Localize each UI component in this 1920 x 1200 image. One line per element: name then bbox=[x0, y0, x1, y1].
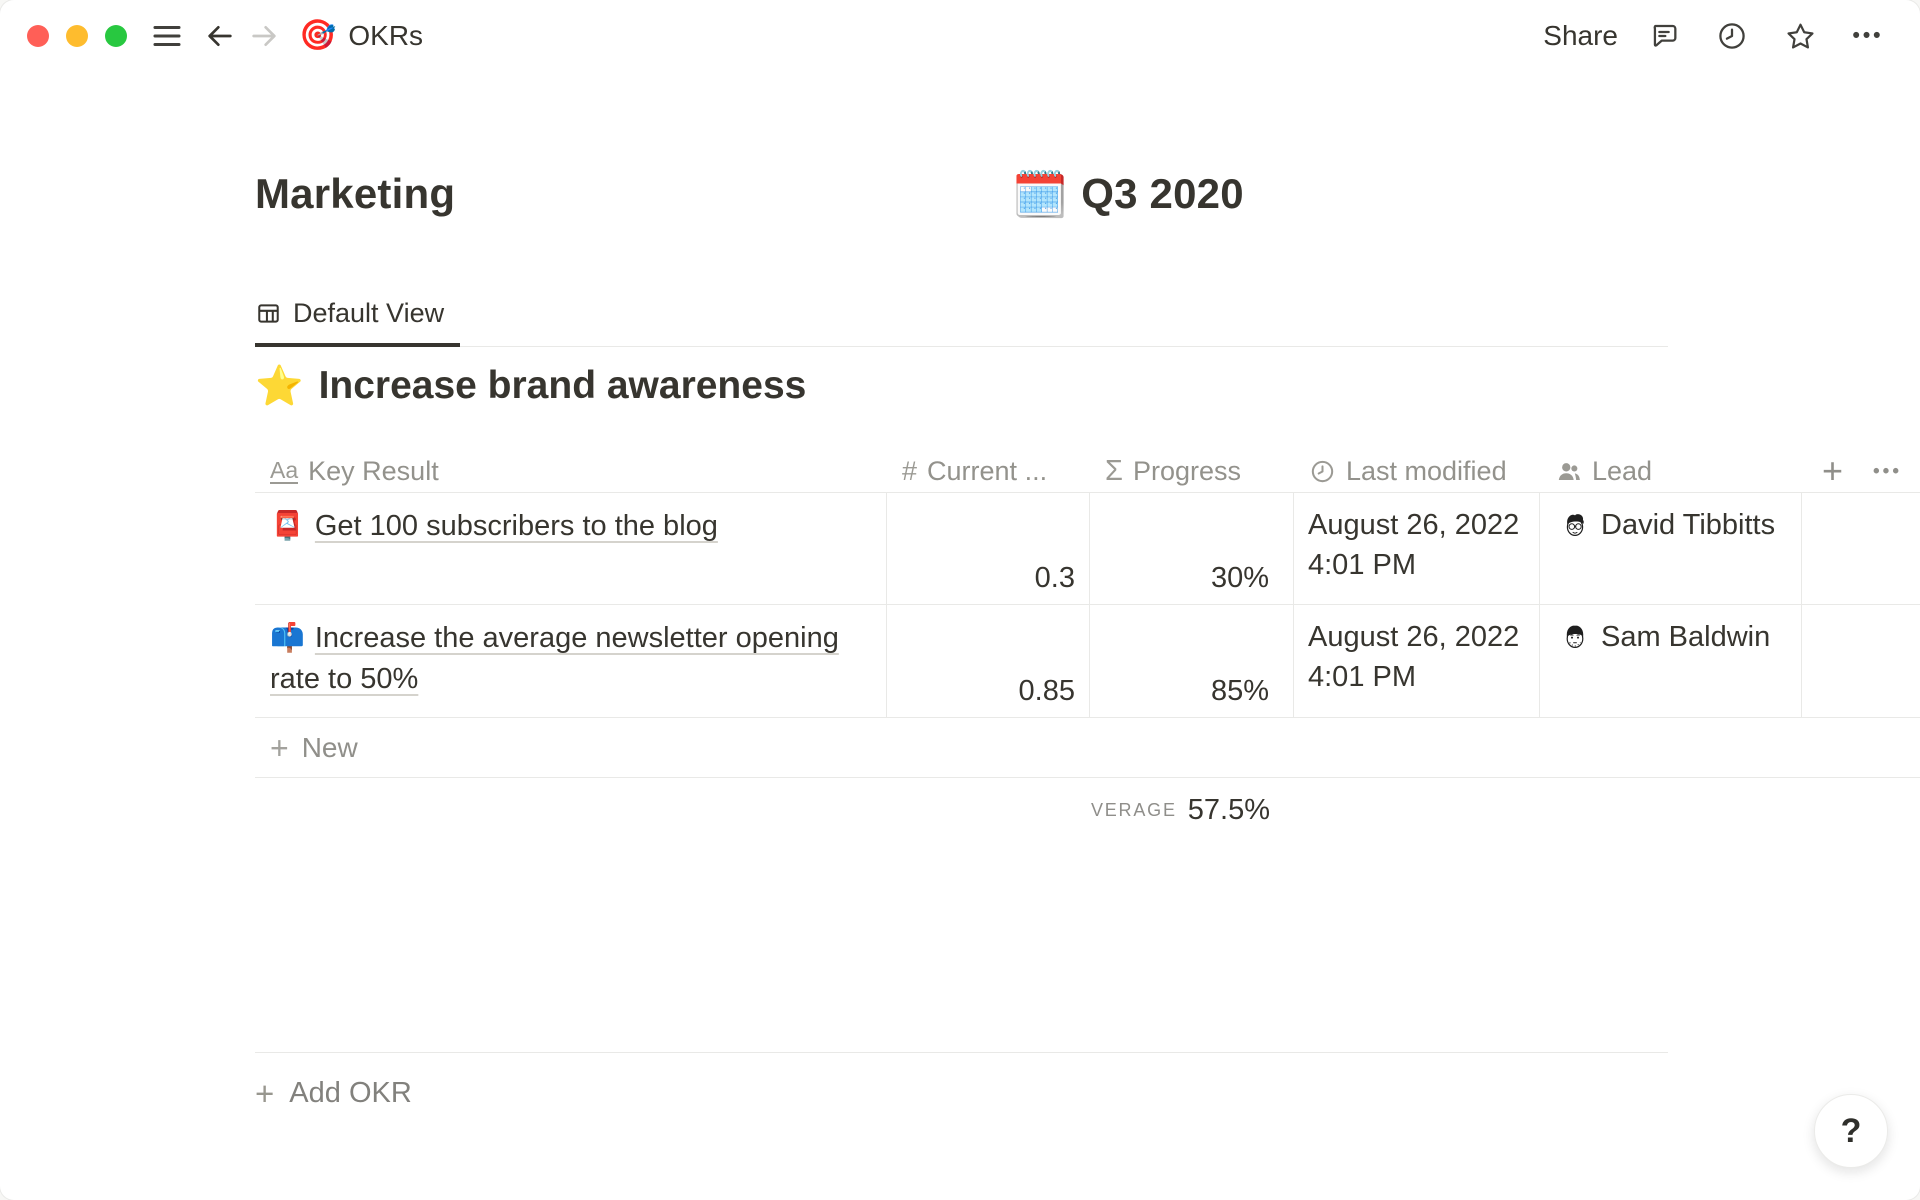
key-result-cell[interactable]: 📫 Increase the average newsletter opening… bbox=[255, 605, 887, 718]
ellipsis-icon: ••• bbox=[1852, 24, 1884, 47]
key-result-link[interactable]: Increase the average newsletter opening … bbox=[270, 622, 839, 695]
empty-cell[interactable] bbox=[1802, 605, 1920, 718]
star-icon bbox=[1784, 20, 1817, 53]
modified-time: 4:01 PM bbox=[1308, 549, 1416, 581]
tab-default-view[interactable]: Default View bbox=[255, 283, 461, 347]
column-label: Last modified bbox=[1346, 455, 1507, 486]
plus-icon: + bbox=[255, 1075, 275, 1112]
text-property-icon: Aa bbox=[270, 456, 299, 485]
table-header-actions: + ••• bbox=[1802, 450, 1920, 493]
lead-cell[interactable]: David Tibbitts bbox=[1540, 493, 1802, 605]
last-modified-cell[interactable]: August 26, 2022 4:01 PM bbox=[1294, 493, 1540, 605]
help-button[interactable]: ? bbox=[1814, 1094, 1888, 1168]
breadcrumb-page-title[interactable]: OKRs bbox=[348, 20, 424, 51]
sidebar-menu-button[interactable] bbox=[145, 14, 189, 58]
favorite-button[interactable] bbox=[1778, 14, 1822, 58]
objective-title-text: Increase brand awareness bbox=[318, 364, 807, 407]
view-tab-bar: Default View bbox=[255, 283, 1668, 347]
page-emoji-dart: 🎯 bbox=[299, 19, 337, 52]
back-arrow-icon bbox=[203, 20, 235, 52]
person-icon bbox=[1555, 458, 1582, 485]
column-header-lead[interactable]: Lead bbox=[1540, 450, 1802, 493]
column-header-current[interactable]: # Current ... bbox=[887, 450, 1090, 493]
more-options-button[interactable]: ••• bbox=[1846, 14, 1890, 58]
table-view-icon bbox=[255, 300, 282, 327]
close-window-button[interactable] bbox=[27, 25, 49, 47]
plus-icon: + bbox=[270, 729, 289, 766]
hamburger-menu-icon bbox=[150, 19, 184, 53]
clock-icon bbox=[1716, 20, 1748, 52]
modified-date: August 26, 2022 bbox=[1308, 509, 1520, 541]
objective-heading[interactable]: ⭐ Increase brand awareness bbox=[255, 364, 806, 408]
column-header-key-result[interactable]: Aa Key Result bbox=[255, 450, 887, 493]
page-title-quarter[interactable]: 🗓️ Q3 2020 bbox=[1012, 170, 1244, 218]
modified-time: 4:01 PM bbox=[1308, 661, 1416, 693]
postbox-emoji: 📮 bbox=[270, 510, 305, 541]
progress-average-aggregation[interactable]: VERAGE 57.5% bbox=[1090, 778, 1294, 842]
new-row-label: New bbox=[301, 731, 358, 763]
tab-bar-divider bbox=[255, 346, 1668, 347]
current-value-cell[interactable]: 0.3 bbox=[887, 493, 1090, 605]
new-row-button[interactable]: + New bbox=[255, 718, 1920, 778]
forward-button[interactable] bbox=[243, 14, 287, 58]
lead-cell[interactable]: Sam Baldwin bbox=[1540, 605, 1802, 718]
calendar-emoji: 🗓️ bbox=[1012, 168, 1069, 220]
add-okr-label: Add OKR bbox=[289, 1077, 412, 1109]
empty-cell[interactable] bbox=[1802, 493, 1920, 605]
lead-name: Sam Baldwin bbox=[1601, 621, 1771, 653]
updates-button[interactable] bbox=[1710, 14, 1754, 58]
last-modified-cell[interactable]: August 26, 2022 4:01 PM bbox=[1294, 605, 1540, 718]
number-property-icon: # bbox=[902, 455, 918, 486]
key-result-link[interactable]: Get 100 subscribers to the blog bbox=[314, 510, 718, 542]
column-label: Current ... bbox=[927, 455, 1048, 486]
modified-date: August 26, 2022 bbox=[1308, 621, 1520, 653]
page-title-marketing[interactable]: Marketing bbox=[255, 170, 456, 217]
table-more-button[interactable]: ••• bbox=[1873, 460, 1902, 482]
back-button[interactable] bbox=[197, 14, 241, 58]
column-header-progress[interactable]: Σ Progress bbox=[1090, 450, 1294, 493]
question-mark-icon: ? bbox=[1840, 1111, 1862, 1150]
aggregation-label: VERAGE bbox=[1090, 799, 1177, 820]
aggregation-value: 57.5% bbox=[1187, 793, 1270, 826]
mailbox-emoji: 📫 bbox=[270, 622, 305, 653]
comments-button[interactable] bbox=[1642, 14, 1686, 58]
comment-icon bbox=[1648, 20, 1680, 52]
window-controls bbox=[27, 25, 127, 47]
column-label: Key Result bbox=[308, 455, 439, 486]
current-value-cell[interactable]: 0.85 bbox=[887, 605, 1090, 718]
zoom-window-button[interactable] bbox=[105, 25, 127, 47]
column-label: Progress bbox=[1132, 455, 1241, 486]
column-header-last-modified[interactable]: Last modified bbox=[1294, 450, 1540, 493]
avatar bbox=[1561, 623, 1589, 651]
lead-name: David Tibbitts bbox=[1601, 509, 1776, 541]
share-button[interactable]: Share bbox=[1543, 20, 1618, 51]
titlebar: 🎯 OKRs Share ••• bbox=[0, 0, 1920, 72]
key-result-cell[interactable]: 📮 Get 100 subscribers to the blog bbox=[255, 493, 887, 605]
add-column-button[interactable]: + bbox=[1822, 450, 1844, 491]
okr-table: Aa Key Result # Current ... Σ Progress L… bbox=[255, 450, 1920, 842]
add-okr-button[interactable]: + Add OKR bbox=[255, 1052, 1668, 1110]
quarter-title-text: Q3 2020 bbox=[1081, 170, 1244, 217]
forward-arrow-icon bbox=[249, 20, 281, 52]
tab-label: Default View bbox=[293, 297, 445, 328]
column-label: Lead bbox=[1592, 455, 1653, 486]
progress-cell[interactable]: 30% bbox=[1090, 493, 1294, 605]
formula-property-icon: Σ bbox=[1105, 454, 1123, 487]
star-emoji: ⭐ bbox=[255, 364, 304, 408]
avatar bbox=[1561, 511, 1589, 539]
clock-icon bbox=[1309, 458, 1336, 485]
titlebar-actions: Share ••• bbox=[1543, 14, 1890, 58]
minimize-window-button[interactable] bbox=[66, 25, 88, 47]
progress-cell[interactable]: 85% bbox=[1090, 605, 1294, 718]
